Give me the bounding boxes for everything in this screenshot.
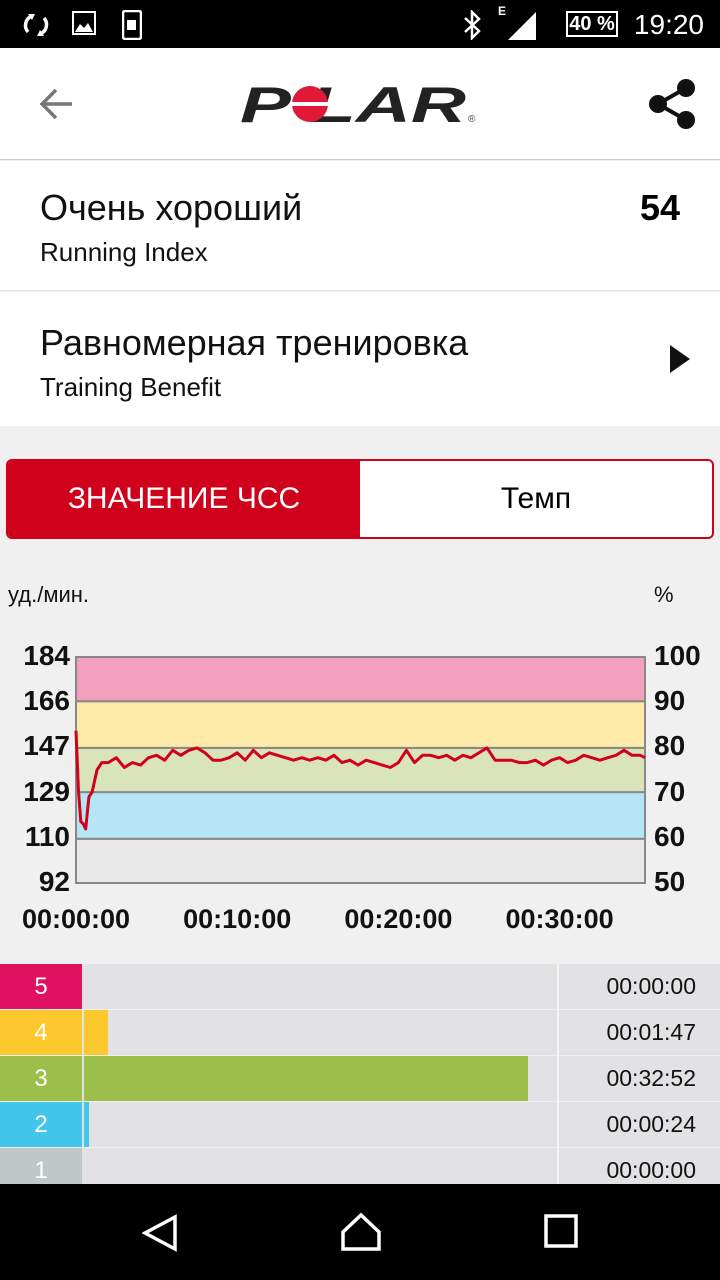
bluetooth-icon bbox=[464, 10, 481, 40]
phone-icon bbox=[122, 10, 142, 40]
y-tick-label: 147 bbox=[23, 730, 70, 762]
network-type: E bbox=[498, 4, 507, 18]
running-index-subtitle: Running Index bbox=[40, 237, 208, 267]
tab-pace[interactable]: Темп bbox=[500, 482, 572, 515]
y2-tick-label: 50 bbox=[654, 866, 686, 897]
training-benefit-subtitle: Training Benefit bbox=[40, 372, 222, 402]
zone-label: 3 bbox=[0, 1056, 82, 1101]
zone-row: 4 00:01:47 bbox=[0, 1010, 720, 1055]
divider bbox=[557, 964, 559, 1009]
zone-list: 5 00:00:00 4 00:01:47 3 00:32:52 2 00:00… bbox=[0, 962, 720, 1184]
y-tick-label: 184 bbox=[23, 640, 70, 671]
zone-label: 1 bbox=[0, 1148, 82, 1184]
share-icon[interactable] bbox=[646, 78, 698, 130]
svg-text:®: ® bbox=[468, 114, 476, 125]
zone-time: 00:00:00 bbox=[606, 973, 696, 999]
zone-time: 00:32:52 bbox=[606, 1065, 696, 1091]
x-tick-label: 00:10:00 bbox=[183, 904, 292, 934]
zone-row: 5 00:00:00 bbox=[0, 964, 720, 1009]
zone-label: 2 bbox=[0, 1102, 82, 1147]
back-triangle-icon[interactable] bbox=[142, 1214, 178, 1252]
clock: 19:20 bbox=[633, 9, 704, 40]
x-tick-label: 00:30:00 bbox=[505, 904, 614, 934]
back-arrow-icon[interactable] bbox=[38, 88, 74, 120]
play-arrow-icon[interactable] bbox=[668, 344, 692, 374]
nav-bar bbox=[0, 1184, 720, 1280]
zone-band bbox=[75, 656, 646, 703]
zone-band bbox=[75, 791, 646, 840]
divider bbox=[557, 1102, 559, 1147]
running-index-value: 54 bbox=[639, 187, 680, 228]
battery-indicator: 40 % bbox=[566, 11, 618, 37]
image-icon bbox=[72, 11, 96, 35]
y-tick-label: 166 bbox=[23, 685, 70, 717]
recents-icon[interactable] bbox=[544, 1214, 578, 1248]
heart-rate-line bbox=[74, 730, 646, 831]
sync-icon bbox=[23, 14, 49, 36]
y-tick-label: 129 bbox=[23, 775, 70, 807]
zone-row: 3 00:32:52 bbox=[0, 1056, 720, 1101]
training-benefit-title: Равномерная тренировка bbox=[40, 322, 469, 363]
zone-label: 5 bbox=[0, 964, 82, 1009]
heart-rate-chart bbox=[74, 656, 646, 884]
training-benefit-row[interactable]: Равномерная тренировка Training Benefit bbox=[0, 292, 720, 426]
zone-bar bbox=[84, 1056, 529, 1101]
tab-heart-rate[interactable]: ЗНАЧЕНИЕ ЧСС bbox=[8, 461, 360, 537]
zone-time: 00:00:24 bbox=[606, 1111, 696, 1137]
y2-tick-label: 100 bbox=[654, 640, 701, 671]
y-tick-label: 92 bbox=[38, 866, 70, 897]
app-bar: P LAR ® bbox=[0, 48, 720, 160]
zone-row: 2 00:00:24 bbox=[0, 1102, 720, 1147]
x-tick-label: 00:20:00 bbox=[344, 904, 453, 934]
y-tick-label: 110 bbox=[24, 820, 70, 852]
zone-band bbox=[75, 700, 646, 749]
y2-tick-label: 90 bbox=[654, 685, 686, 717]
zone-bar bbox=[84, 1010, 109, 1055]
y2-axis-label: % bbox=[654, 582, 674, 607]
signal-icon bbox=[508, 12, 536, 40]
y-axis-label: уд./мин. bbox=[8, 582, 90, 607]
y2-tick-label: 80 bbox=[654, 730, 686, 762]
polar-logo: P LAR ® bbox=[240, 80, 476, 130]
running-index-title: Очень хороший bbox=[40, 187, 303, 228]
zone-band bbox=[75, 746, 646, 794]
y2-tick-label: 60 bbox=[654, 820, 686, 852]
divider bbox=[557, 1148, 559, 1184]
zone-band bbox=[75, 837, 646, 884]
zone-bar bbox=[84, 1102, 90, 1147]
x-tick-label: 00:00:00 bbox=[21, 904, 131, 934]
home-icon[interactable] bbox=[340, 1212, 382, 1252]
divider bbox=[557, 1010, 559, 1055]
y2-tick-label: 70 bbox=[654, 775, 686, 807]
zone-label: 4 bbox=[0, 1010, 82, 1055]
zone-time: 00:01:47 bbox=[606, 1019, 696, 1045]
running-index-row: Очень хороший Running Index 54 bbox=[0, 161, 720, 291]
zone-row: 1 00:00:00 bbox=[0, 1148, 720, 1184]
divider bbox=[557, 1056, 559, 1101]
status-bar: E 40 % 19:20 bbox=[0, 0, 720, 48]
svg-text:P LAR: P LAR bbox=[240, 80, 466, 130]
chart-tabs: ЗНАЧЕНИЕ ЧСС Темп bbox=[6, 459, 714, 539]
zone-time: 00:00:00 bbox=[606, 1157, 696, 1183]
